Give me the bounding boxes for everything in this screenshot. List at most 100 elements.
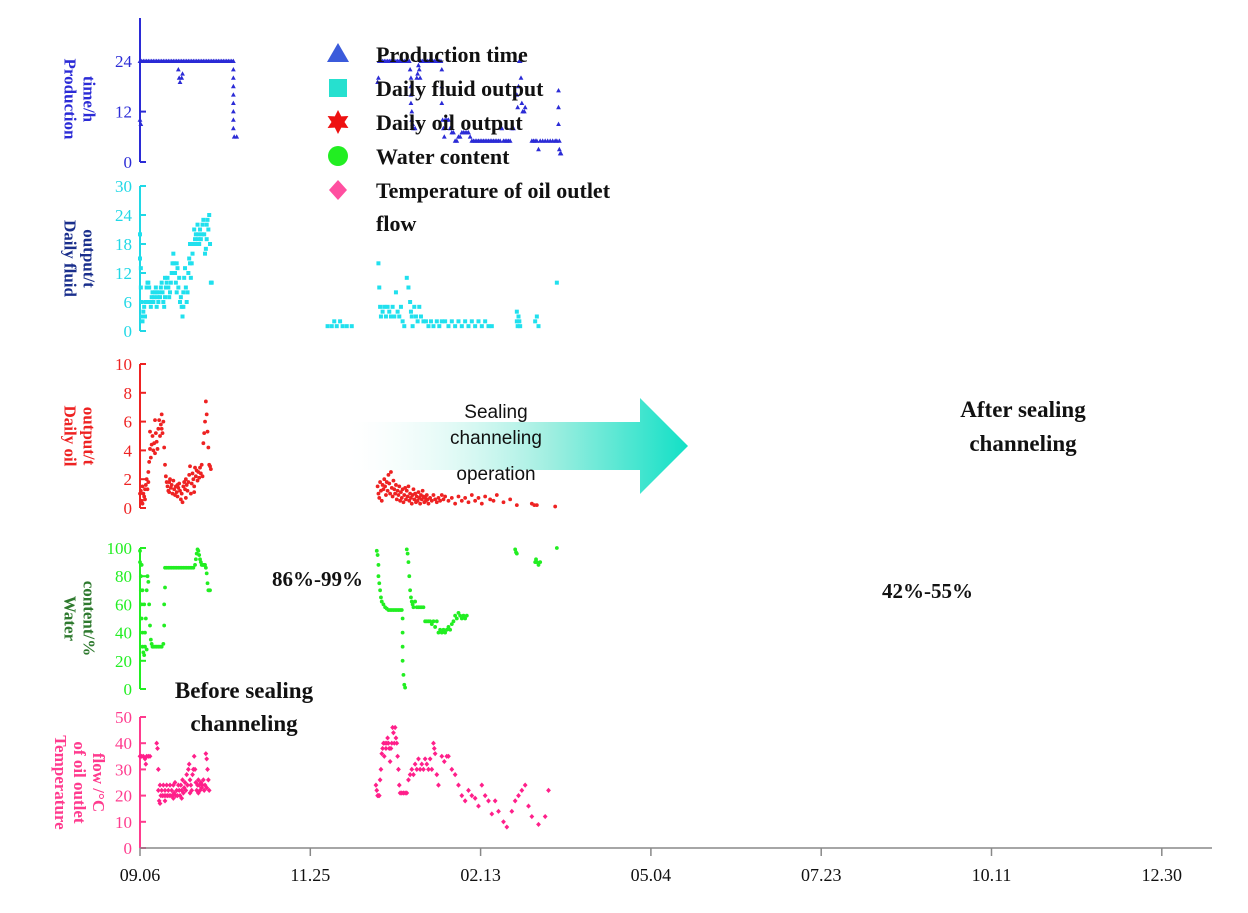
- point-water-after: [377, 581, 382, 586]
- point-fluid-after: [404, 275, 409, 280]
- point-fluid-before: [195, 222, 200, 227]
- point-fluid-after: [489, 324, 494, 329]
- point-temp-before: [156, 798, 162, 804]
- point-temp-after: [446, 753, 451, 759]
- point-temp-before: [176, 787, 182, 793]
- point-temp-after: [439, 753, 445, 759]
- point-fluid-before: [207, 213, 212, 217]
- point-temp-after: [462, 798, 468, 804]
- point-production-after: [521, 109, 527, 114]
- point-production-before: [177, 79, 183, 84]
- point-oil-before: [144, 477, 149, 482]
- point-temp-before: [180, 790, 186, 796]
- point-fluid-after: [534, 314, 539, 319]
- point-production-after: [556, 104, 561, 110]
- point-fluid-before: [203, 246, 208, 251]
- point-oil-after: [466, 500, 471, 505]
- point-fluid-before: [158, 285, 163, 290]
- point-temp-after: [409, 766, 415, 772]
- point-fluid-after: [418, 314, 423, 319]
- point-fluid-before: [205, 217, 210, 222]
- point-oil-before: [201, 441, 206, 446]
- point-oil-before: [153, 431, 158, 436]
- point-production-after: [514, 92, 520, 97]
- point-oil-after: [391, 478, 396, 483]
- point-fluid-before: [198, 237, 203, 242]
- point-water-before: [138, 574, 143, 579]
- point-oil-after: [396, 493, 401, 497]
- point-production-after: [441, 125, 446, 131]
- point-oil-after: [415, 498, 420, 503]
- point-fluid-before: [163, 295, 168, 300]
- point-fluid-after: [439, 319, 444, 324]
- sealing-arrow: Sealing channeling operation: [350, 398, 688, 494]
- point-water-after: [405, 551, 410, 556]
- point-water-after: [446, 625, 451, 629]
- y-tick-label-production: 0: [124, 153, 133, 172]
- arrow-text-line-3: operation: [456, 464, 535, 485]
- point-fluid-after: [406, 285, 411, 290]
- point-oil-after: [394, 497, 399, 502]
- point-fluid-before: [175, 266, 180, 271]
- point-temp-after: [389, 740, 395, 746]
- point-oil-after: [431, 493, 436, 497]
- point-fluid-after: [332, 319, 337, 324]
- water-annotation-after: 42%-55%: [882, 579, 973, 603]
- point-fluid-before: [184, 300, 189, 304]
- point-fluid-after: [408, 300, 413, 304]
- y-tick-label-oil: 0: [124, 499, 133, 518]
- point-oil-before: [141, 491, 146, 496]
- point-temp-after: [406, 777, 411, 783]
- point-temp-before: [157, 782, 163, 788]
- before-label-line-2: channeling: [190, 711, 298, 736]
- point-oil-before: [171, 478, 176, 483]
- point-oil-before: [186, 480, 191, 484]
- point-production-after: [409, 109, 415, 114]
- legend-label: Temperature of oil outlet: [376, 178, 611, 203]
- point-water-before: [143, 630, 147, 635]
- point-oil-before: [168, 477, 172, 482]
- point-oil-before: [159, 426, 164, 431]
- point-temp-before: [162, 787, 168, 793]
- point-fluid-before: [198, 227, 203, 232]
- point-water-after: [449, 622, 454, 627]
- point-oil-before: [140, 501, 145, 506]
- point-production-after: [447, 125, 453, 131]
- point-fluid-before: [188, 242, 193, 246]
- point-production-after: [522, 104, 528, 110]
- point-water-before: [163, 585, 167, 590]
- point-oil-after: [453, 501, 458, 506]
- point-oil-before: [197, 475, 202, 480]
- legend-label: Production time: [376, 42, 528, 67]
- point-fluid-before: [163, 285, 168, 290]
- point-temp-before: [159, 787, 165, 793]
- point-water-after: [458, 613, 463, 618]
- point-fluid-after: [446, 324, 451, 329]
- point-oil-before: [146, 480, 151, 484]
- panel-fluid: 0 6 12 18 24 30 Daily fluid output/t: [61, 177, 559, 341]
- point-temp-before: [167, 782, 173, 788]
- point-oil-after: [376, 491, 381, 496]
- point-oil-before: [151, 448, 156, 453]
- point-fluid-after: [383, 314, 388, 319]
- point-temp-before: [205, 766, 210, 772]
- point-temp-after: [376, 793, 382, 799]
- point-oil-before: [157, 418, 162, 423]
- point-water-before: [161, 641, 166, 646]
- point-fluid-before: [183, 285, 188, 290]
- point-oil-before: [138, 491, 142, 496]
- x-tick-labels: 09.06 11.25 02.13 05.04 07.23 10.11 12.30: [120, 848, 1182, 885]
- point-fluid-after: [463, 319, 468, 324]
- point-production-after: [511, 125, 516, 131]
- panel-water: 0 20 40 60 80 100 Water content/%: [61, 539, 559, 699]
- point-oil-before: [154, 439, 159, 444]
- point-production-after: [406, 58, 412, 63]
- point-fluid-before: [204, 237, 209, 242]
- point-temp-before: [184, 772, 190, 778]
- point-water-after: [431, 619, 436, 624]
- point-water-after: [514, 551, 519, 556]
- point-production-after: [457, 134, 463, 139]
- point-oil-after: [411, 487, 416, 492]
- point-oil-after: [501, 500, 506, 505]
- point-water-after: [534, 560, 539, 564]
